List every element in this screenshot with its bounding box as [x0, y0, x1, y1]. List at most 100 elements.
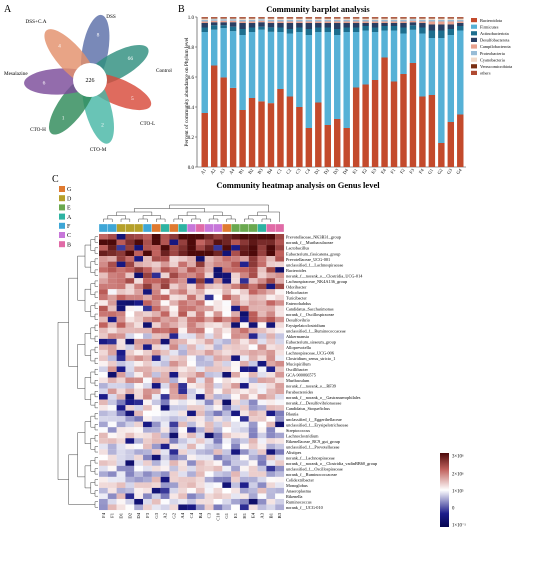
venn-center-value: 226 — [86, 78, 95, 84]
heatmap-cell — [160, 234, 170, 240]
heatmap-cell — [204, 372, 214, 378]
barplot-xtick-label: G1 — [427, 167, 435, 175]
dendrogram-branch — [90, 305, 95, 318]
heatmap-cell — [257, 355, 267, 362]
heatmap-cell — [213, 294, 223, 301]
barplot-segment — [286, 33, 294, 97]
heatmap-cell — [134, 504, 144, 511]
heatmap-cell — [134, 250, 144, 257]
heatmap-cell — [134, 383, 144, 389]
heatmap-cell — [125, 372, 135, 378]
heatmap-cell — [266, 377, 276, 384]
heatmap-cell — [151, 360, 161, 367]
barplot-segment — [248, 98, 256, 167]
dendrogram-branch — [133, 208, 205, 212]
heatmap-cell — [231, 432, 241, 439]
heatmap-cell — [195, 504, 205, 511]
heatmap-cell — [116, 333, 126, 339]
heatmap-cell — [195, 465, 205, 472]
heatmap-cell — [143, 278, 152, 284]
dendrogram-branch — [94, 479, 98, 486]
heatmap-cell — [222, 410, 232, 417]
heatmap-cell — [125, 267, 135, 273]
heatmap-column-label: B3 — [277, 512, 282, 518]
heatmap-cell — [99, 283, 108, 290]
heatmap-cell — [222, 338, 232, 345]
heatmap-cell — [143, 311, 152, 317]
heatmap-cell — [125, 289, 135, 295]
heatmap-cell — [116, 416, 126, 422]
barplot-segment — [277, 32, 284, 89]
heatmap-cell — [257, 267, 267, 273]
heatmap-group-label: A — [67, 215, 72, 221]
heatmap-cell — [160, 471, 170, 477]
barplot-segment — [277, 23, 284, 28]
heatmap-cell — [275, 476, 285, 483]
barplot-segment — [419, 23, 426, 28]
barplot-segment — [277, 17, 284, 19]
heatmap-cell — [169, 399, 179, 406]
heatmap-cell — [257, 493, 267, 500]
heatmap-cell — [239, 476, 249, 483]
heatmap-cell — [116, 322, 126, 328]
heatmap-cell — [231, 498, 241, 505]
heatmap-group-label: G — [67, 187, 72, 193]
heatmap-cell — [116, 300, 126, 306]
barplot-segment — [239, 17, 246, 19]
heatmap-cell — [275, 360, 285, 367]
heatmap-cell — [204, 377, 214, 384]
barplot-segment — [343, 20, 350, 22]
heatmap-row-label: Odoribacter — [286, 284, 307, 289]
heatmap-cell — [160, 333, 170, 339]
heatmap-cell — [116, 498, 126, 505]
dendrogram-branch — [213, 215, 232, 219]
heatmap-cell — [125, 449, 135, 455]
heatmap-cell — [107, 305, 117, 312]
heatmap-cell — [187, 388, 196, 395]
heatmap-cell — [134, 272, 144, 279]
heatmap-cell — [239, 289, 249, 295]
heatmap-column-group-cell — [239, 223, 249, 233]
barplot-segment — [438, 18, 445, 20]
heatmap-cell — [134, 294, 144, 301]
heatmap-row-label: Rikenella — [286, 494, 303, 499]
heatmap-cell — [248, 498, 258, 505]
heatmap-cell — [213, 498, 223, 505]
barplot-segment — [229, 31, 237, 88]
heatmap-cell — [187, 482, 196, 488]
heatmap-cell — [151, 234, 161, 240]
barplot-segment — [210, 25, 218, 30]
dendrogram-branch — [90, 415, 95, 428]
heatmap-row-label: Lachnospiraceae_NK4A136_group — [286, 279, 347, 284]
heatmap-cell — [257, 399, 267, 406]
barplot-segment — [334, 17, 341, 19]
heatmap-cell — [195, 377, 205, 384]
heatmap-cell — [231, 476, 241, 483]
heatmap-cell — [222, 476, 232, 483]
barplot-legend-label: Desulfobacterota — [480, 38, 509, 43]
heatmap-cell — [143, 283, 152, 290]
barplot-legend-swatch — [471, 70, 477, 75]
heatmap-cell — [239, 311, 249, 317]
heatmap-cell — [151, 261, 161, 268]
heatmap-cell — [239, 405, 249, 411]
heatmap-cell — [160, 366, 170, 373]
heatmap-cell — [248, 305, 258, 312]
heatmap-group-label: B — [67, 242, 71, 248]
heatmap-row-label: GCA-900066575 — [286, 373, 316, 378]
barplot-segment — [438, 17, 445, 19]
barplot-segment — [447, 35, 455, 122]
heatmap-cell — [116, 305, 126, 312]
heatmap-cell — [248, 355, 258, 362]
heatmap-cell — [99, 344, 108, 350]
dendrogram-branch — [90, 261, 95, 273]
barplot-segment — [220, 17, 227, 18]
heatmap-cell — [107, 454, 117, 461]
barplot-segment — [457, 17, 464, 18]
barplot-segment — [258, 19, 265, 21]
heatmap-cell — [160, 305, 170, 312]
heatmap-cell — [151, 272, 161, 279]
heatmap-cell — [275, 498, 285, 505]
heatmap-cell — [125, 305, 135, 312]
barplot-segment — [239, 110, 246, 167]
